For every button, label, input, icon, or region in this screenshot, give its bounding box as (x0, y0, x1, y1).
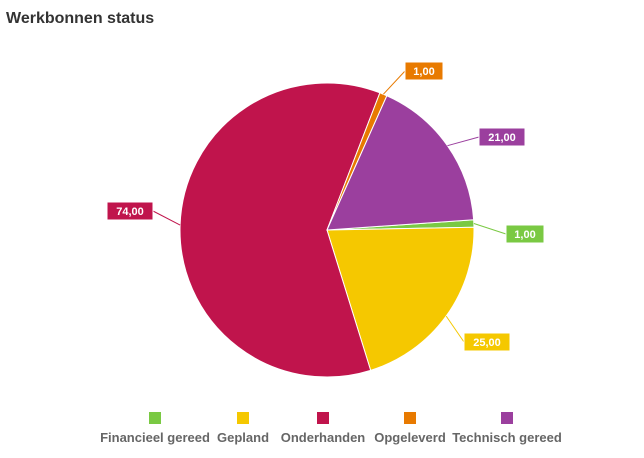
data-label-connector (383, 70, 406, 95)
legend-label: Opgeleverd (374, 430, 446, 445)
legend-swatch (149, 412, 161, 424)
pie-chart: 1,00 25,00 74,00 1,00 21,00 (106, 61, 545, 378)
data-label-connector (152, 210, 181, 226)
data-label-box (404, 61, 444, 81)
legend-item-opgeleverd[interactable]: Opgeleverd (370, 410, 450, 445)
legend-label: Technisch gereed (452, 430, 562, 445)
legend-item-financieel-gereed[interactable]: Financieel gereed (90, 410, 220, 445)
legend: Financieel gereed Gepland Onderhanden Op… (90, 410, 570, 450)
data-label: 74,00 (116, 206, 144, 218)
data-label-box (478, 127, 526, 147)
legend-swatch (501, 412, 513, 424)
data-label-box (505, 224, 545, 244)
data-label-box (106, 201, 154, 221)
data-label: 25,00 (473, 337, 501, 349)
data-label-connector (447, 136, 480, 147)
chart-title: Werkbonnen status (6, 10, 155, 27)
pie-slice-gepland[interactable] (326, 226, 475, 371)
legend-label: Gepland (217, 430, 270, 445)
data-label-connector (473, 223, 507, 235)
legend-swatch (317, 412, 329, 424)
legend-item-technisch-gereed[interactable]: Technisch gereed (452, 410, 562, 445)
legend-label: Financieel gereed (100, 430, 210, 445)
data-label: 1,00 (413, 66, 434, 78)
data-label: 1,00 (514, 229, 535, 241)
data-label: 21,00 (488, 132, 516, 144)
legend-swatch (404, 412, 416, 424)
legend-label: Onderhanden (280, 430, 366, 445)
legend-item-gepland[interactable]: Gepland (217, 410, 270, 445)
legend-swatch (237, 412, 249, 424)
data-label-connector (445, 315, 465, 343)
legend-item-onderhanden[interactable]: Onderhanden (278, 410, 368, 445)
data-label-box (463, 332, 511, 352)
